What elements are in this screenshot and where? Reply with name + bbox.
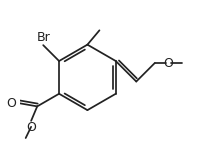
Text: O: O	[26, 121, 36, 134]
Text: Br: Br	[36, 31, 50, 44]
Text: O: O	[7, 97, 17, 110]
Text: O: O	[163, 56, 173, 70]
